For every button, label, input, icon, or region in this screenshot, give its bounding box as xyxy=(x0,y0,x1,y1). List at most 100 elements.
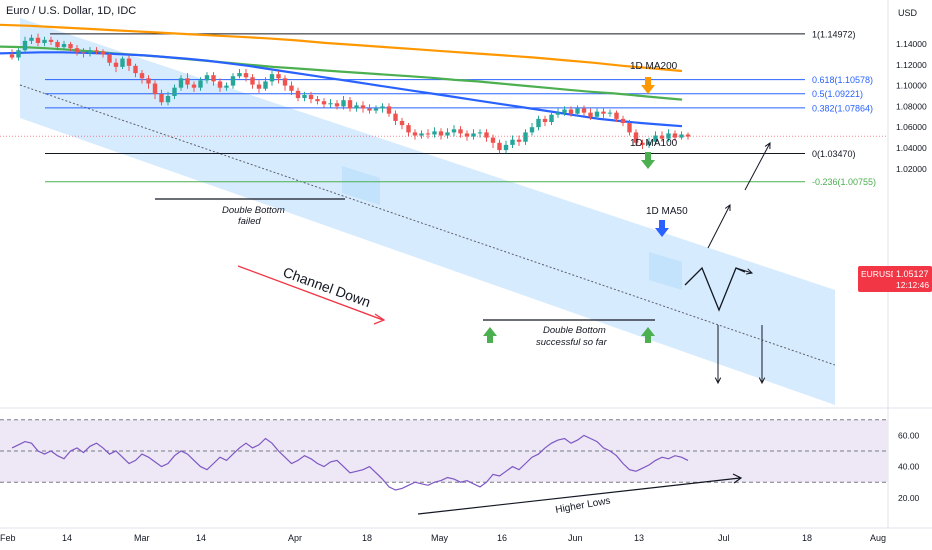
axis-layer: USD 1.14000 1.12000 1.10000 1.08000 1.06000 1.… xyxy=(0,8,927,543)
candle-body xyxy=(256,84,262,89)
projection-zigzag-end xyxy=(735,267,753,274)
candle-body xyxy=(484,132,489,138)
highlight-box-2 xyxy=(649,252,682,290)
candle-body xyxy=(562,109,567,113)
candle-body xyxy=(477,132,483,134)
channel-down-arrowhead xyxy=(373,313,386,325)
projection-zigzag-end-head xyxy=(746,268,754,275)
higher-lows-arrowhead xyxy=(732,473,743,484)
candle-body xyxy=(16,50,21,58)
candle-body xyxy=(139,73,145,79)
candle-body xyxy=(68,44,73,49)
current-price-tag-bg xyxy=(858,266,902,292)
candle-body xyxy=(633,132,639,143)
time-axis-label: Jul xyxy=(718,533,730,543)
candle-body xyxy=(126,58,132,66)
candle-body xyxy=(594,111,600,117)
rsi-axis-tick: 40.00 xyxy=(898,462,920,472)
candle-body xyxy=(640,142,645,145)
candle-body xyxy=(321,101,327,105)
candle-body xyxy=(581,108,587,113)
time-axis-label: 18 xyxy=(362,533,372,543)
candle-body xyxy=(341,100,346,107)
candle-body xyxy=(458,129,463,134)
current-price-ticker: EURUSD xyxy=(861,269,897,279)
rsi-axis-tick: 60.00 xyxy=(898,430,920,440)
current-price-value: 1.05127 xyxy=(896,269,929,279)
double-bottom-failed-line2: failed xyxy=(238,216,261,227)
candle-body xyxy=(146,78,151,84)
candle-body xyxy=(263,81,268,89)
candle-body xyxy=(74,48,80,53)
candle-body xyxy=(191,84,197,88)
candle-body xyxy=(380,106,385,109)
candle-body xyxy=(555,112,561,115)
price-axis-tick: 1.06000 xyxy=(896,122,927,132)
candle-body xyxy=(406,125,411,133)
candle-body xyxy=(510,139,515,145)
candle-body xyxy=(425,133,431,135)
ma100-down-arrow xyxy=(641,152,655,169)
candle-body xyxy=(282,78,288,86)
candle-body xyxy=(666,133,671,139)
candle-body xyxy=(464,133,470,137)
candle-body xyxy=(659,135,665,139)
candle-body xyxy=(295,90,301,99)
higher-lows-label: Higher Lows xyxy=(555,495,612,515)
fib-level-label: 0.382(1.07864) xyxy=(812,103,873,113)
candle-body xyxy=(646,141,652,145)
highlight-box-1 xyxy=(342,166,380,205)
candle-body xyxy=(360,105,366,109)
time-axis-label: Jun xyxy=(568,533,583,543)
candle-body xyxy=(412,132,418,136)
candle-body xyxy=(29,37,34,41)
candle-body xyxy=(419,133,424,136)
price-axis-tick: 1.12000 xyxy=(896,60,927,70)
candle-body xyxy=(308,94,314,100)
channel-down-band xyxy=(20,18,835,405)
rsi-line xyxy=(11,434,689,491)
candle-body xyxy=(575,108,580,114)
drawings-layer xyxy=(155,77,771,385)
price-axis-tick: 1.14000 xyxy=(896,39,927,49)
candle-body xyxy=(588,112,593,117)
candle-body xyxy=(9,54,15,58)
candle-body xyxy=(48,39,54,42)
bottom2-up-arrow xyxy=(641,327,655,343)
candle-body xyxy=(204,75,210,81)
candle-body xyxy=(328,103,333,105)
time-axis-label: 14 xyxy=(196,533,206,543)
candle-body xyxy=(445,132,450,136)
time-axis-label: 13 xyxy=(634,533,644,543)
time-axis-label: 16 xyxy=(497,533,507,543)
ma200-label: 1D MA200 xyxy=(630,61,678,72)
candle-body xyxy=(224,85,229,88)
price-axis-tick: 1.04000 xyxy=(896,143,927,153)
candle-body xyxy=(334,103,340,107)
time-axis-label: Aug xyxy=(870,533,886,543)
candle-body xyxy=(347,100,353,109)
candle-body xyxy=(113,62,119,67)
fib-level-label: 0.5(1.09221) xyxy=(812,89,863,99)
candle-body xyxy=(627,123,632,133)
ma100-label: 1D MA100 xyxy=(630,138,678,149)
price-axis-tick: 1.02000 xyxy=(896,164,927,174)
ma200-down-arrow xyxy=(641,77,655,94)
candle-body xyxy=(120,58,125,67)
candle-body xyxy=(620,118,626,124)
candle-body xyxy=(523,132,528,142)
bottom1-up-arrow xyxy=(483,327,497,343)
candle-body xyxy=(55,41,60,48)
chart-title[interactable]: Euro / U.S. Dollar, 1D, IDC xyxy=(6,5,136,17)
projection-up-1-head xyxy=(724,204,731,212)
time-axis-label: 14 xyxy=(62,533,72,543)
candle-body xyxy=(607,112,613,114)
candle-body xyxy=(614,112,619,119)
ma50-line xyxy=(0,51,683,128)
candle-body xyxy=(497,142,502,151)
price-axis-tick: 1.08000 xyxy=(896,101,927,111)
candle-body xyxy=(87,50,93,54)
projection-up-2-head xyxy=(764,142,771,150)
candle-body xyxy=(237,73,242,77)
